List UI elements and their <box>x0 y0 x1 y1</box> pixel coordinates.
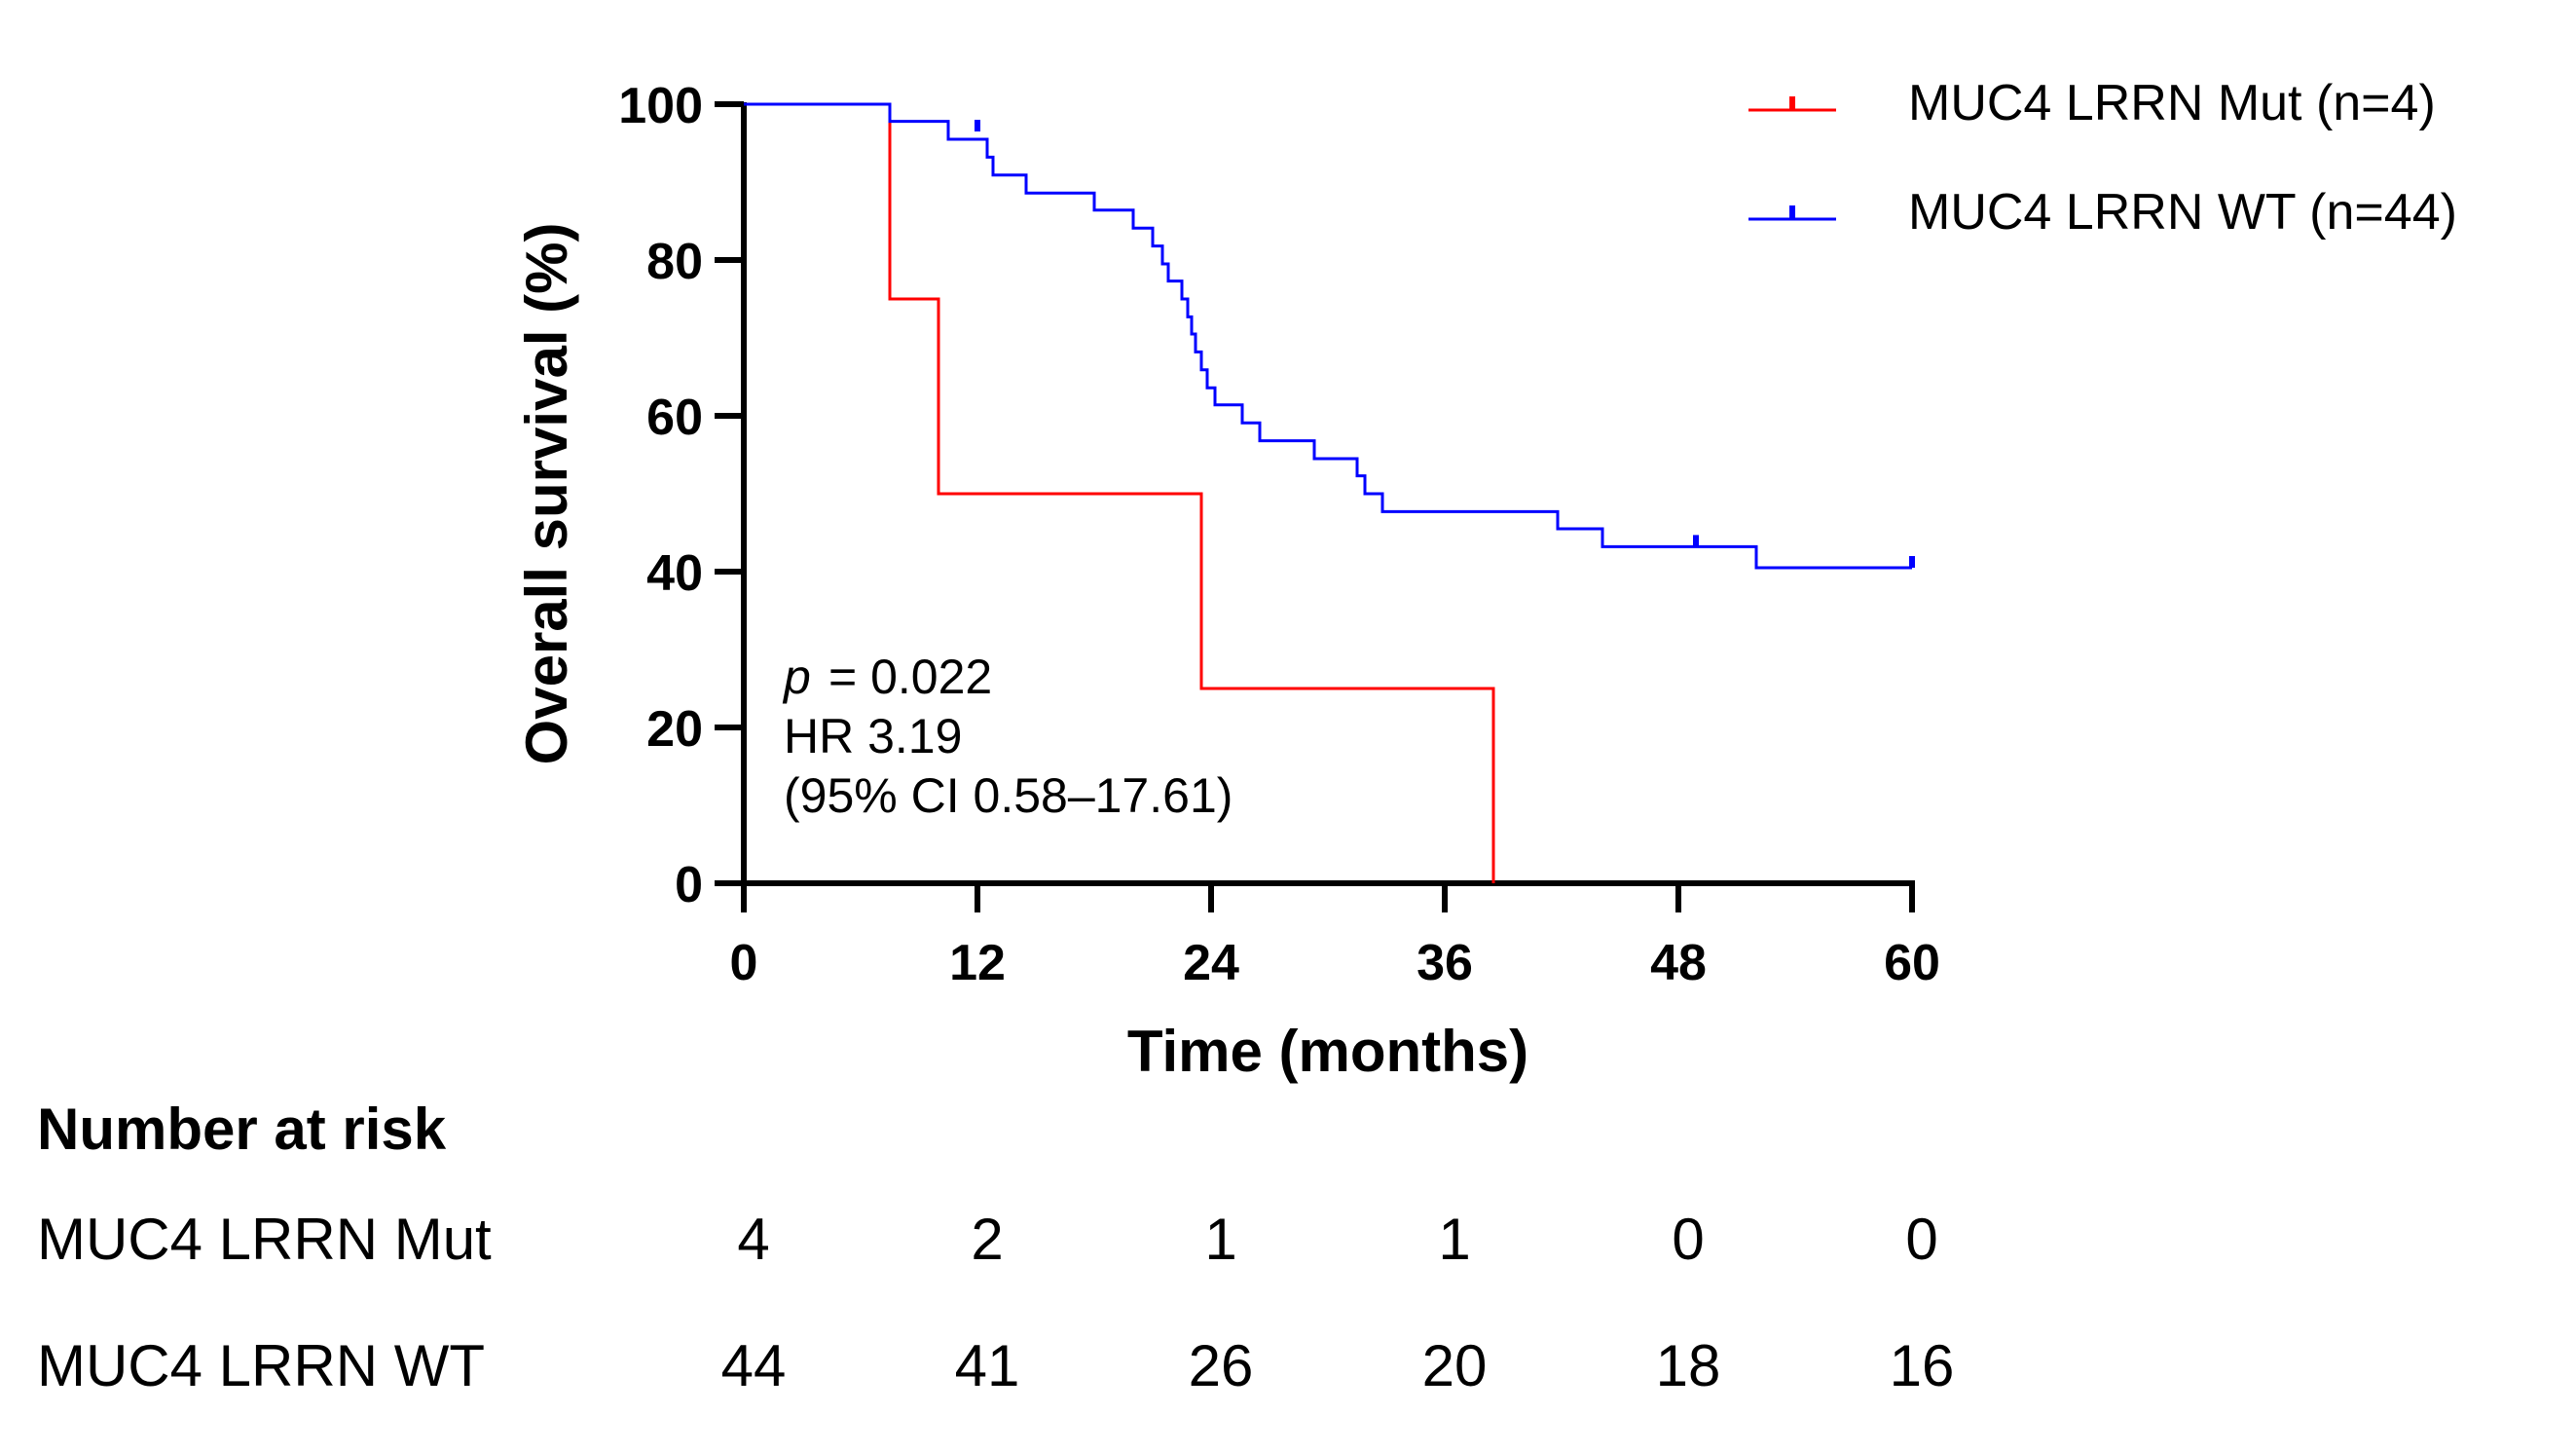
x-tick-label: 12 <box>949 935 1006 991</box>
x-tick-label: 36 <box>1417 935 1473 991</box>
y-tick-label: 100 <box>618 78 703 134</box>
legend-label: MUC4 LRRN Mut (n=4) <box>1908 75 2436 131</box>
risk-count: 1 <box>1438 1207 1471 1272</box>
y-tick-label: 80 <box>646 234 703 290</box>
censor-marks <box>975 120 1915 568</box>
risk-table-title: Number at risk <box>37 1097 447 1162</box>
risk-count: 18 <box>1655 1333 1721 1398</box>
x-tick-label: 0 <box>730 935 758 991</box>
x-tick-label: 48 <box>1650 935 1707 991</box>
risk-row-label: MUC4 LRRN Mut <box>37 1207 492 1272</box>
hazard-ratio-text: HR 3.19 <box>784 709 962 763</box>
survival-curves <box>744 102 1912 883</box>
y-axis-title: Overall survival (%) <box>514 223 579 765</box>
stats-annotation: p = 0.022 HR 3.19 (95% CI 0.58–17.61) <box>782 650 1233 823</box>
legend: MUC4 LRRN Mut (n=4) MUC4 LRRN WT (n=44) <box>1748 75 2457 241</box>
risk-row-label: MUC4 LRRN WT <box>37 1333 485 1398</box>
survival-curve-wt <box>744 102 1912 570</box>
confidence-interval-text: (95% CI 0.58–17.61) <box>784 768 1233 823</box>
plot-axes: 0 20 40 60 80 100 0 12 24 36 48 60 Time (months) Over… <box>514 78 1940 1084</box>
y-tick-label: 40 <box>646 545 703 602</box>
risk-count: 2 <box>971 1207 1004 1272</box>
x-tick-label: 24 <box>1183 935 1239 991</box>
p-value-label: p <box>782 650 811 704</box>
y-tick-label: 60 <box>646 390 703 446</box>
survival-curve-mut <box>744 102 1495 883</box>
risk-count: 41 <box>954 1333 1020 1398</box>
risk-count: 26 <box>1188 1333 1254 1398</box>
legend-label: MUC4 LRRN WT (n=44) <box>1908 184 2457 241</box>
risk-count: 0 <box>1672 1207 1705 1272</box>
y-tick-label: 20 <box>646 701 703 758</box>
risk-count: 4 <box>737 1207 770 1272</box>
y-tick-label: 0 <box>675 857 703 913</box>
risk-count: 20 <box>1421 1333 1488 1398</box>
x-tick-label: 60 <box>1884 935 1940 991</box>
risk-count: 44 <box>720 1333 787 1398</box>
x-axis-title: Time (months) <box>1127 1019 1528 1084</box>
p-value-text: = 0.022 <box>828 650 992 704</box>
risk-count: 0 <box>1905 1207 1938 1272</box>
risk-count: 16 <box>1889 1333 1955 1398</box>
risk-count: 1 <box>1204 1207 1237 1272</box>
